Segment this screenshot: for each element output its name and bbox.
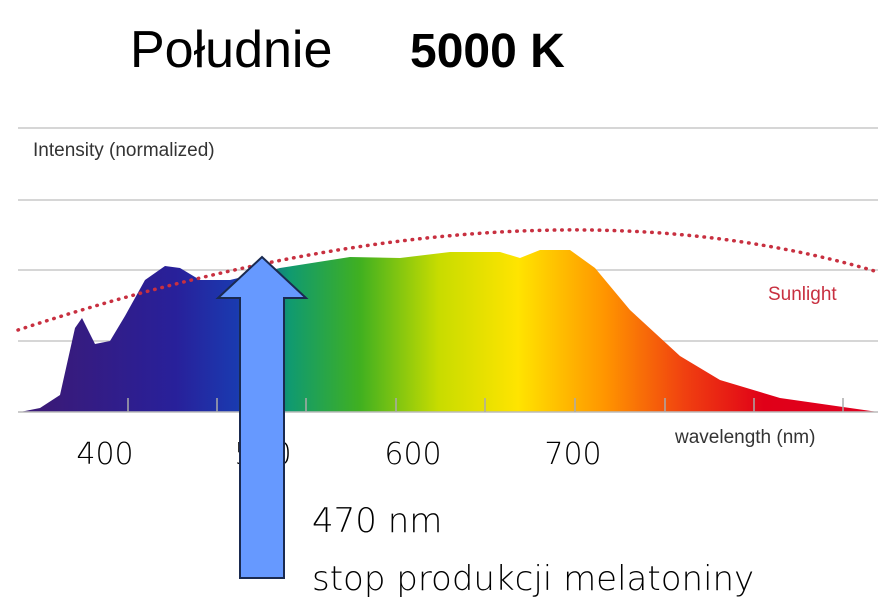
annotation-effect: stop produkcji melatoniny (312, 559, 754, 599)
x-ticks (127, 398, 844, 412)
x-axis-label: wavelength (nm) (674, 427, 815, 448)
y-axis-label: Intensity (normalized) (33, 140, 215, 161)
x-tick-labels: 400 500 600 700 (76, 437, 601, 472)
x-tick-label: 600 (384, 437, 441, 472)
annotation-wavelength: 470 nm (312, 501, 442, 541)
reference-label: Sunlight (768, 284, 837, 305)
spectrum (20, 250, 878, 412)
title-emphasis: 5000 K (410, 25, 565, 78)
x-tick-label: 700 (544, 437, 601, 472)
arrow (215, 255, 309, 579)
x-tick-label: 400 (76, 437, 133, 472)
title: Południe (130, 21, 332, 79)
sunlight-curve (16, 228, 878, 332)
